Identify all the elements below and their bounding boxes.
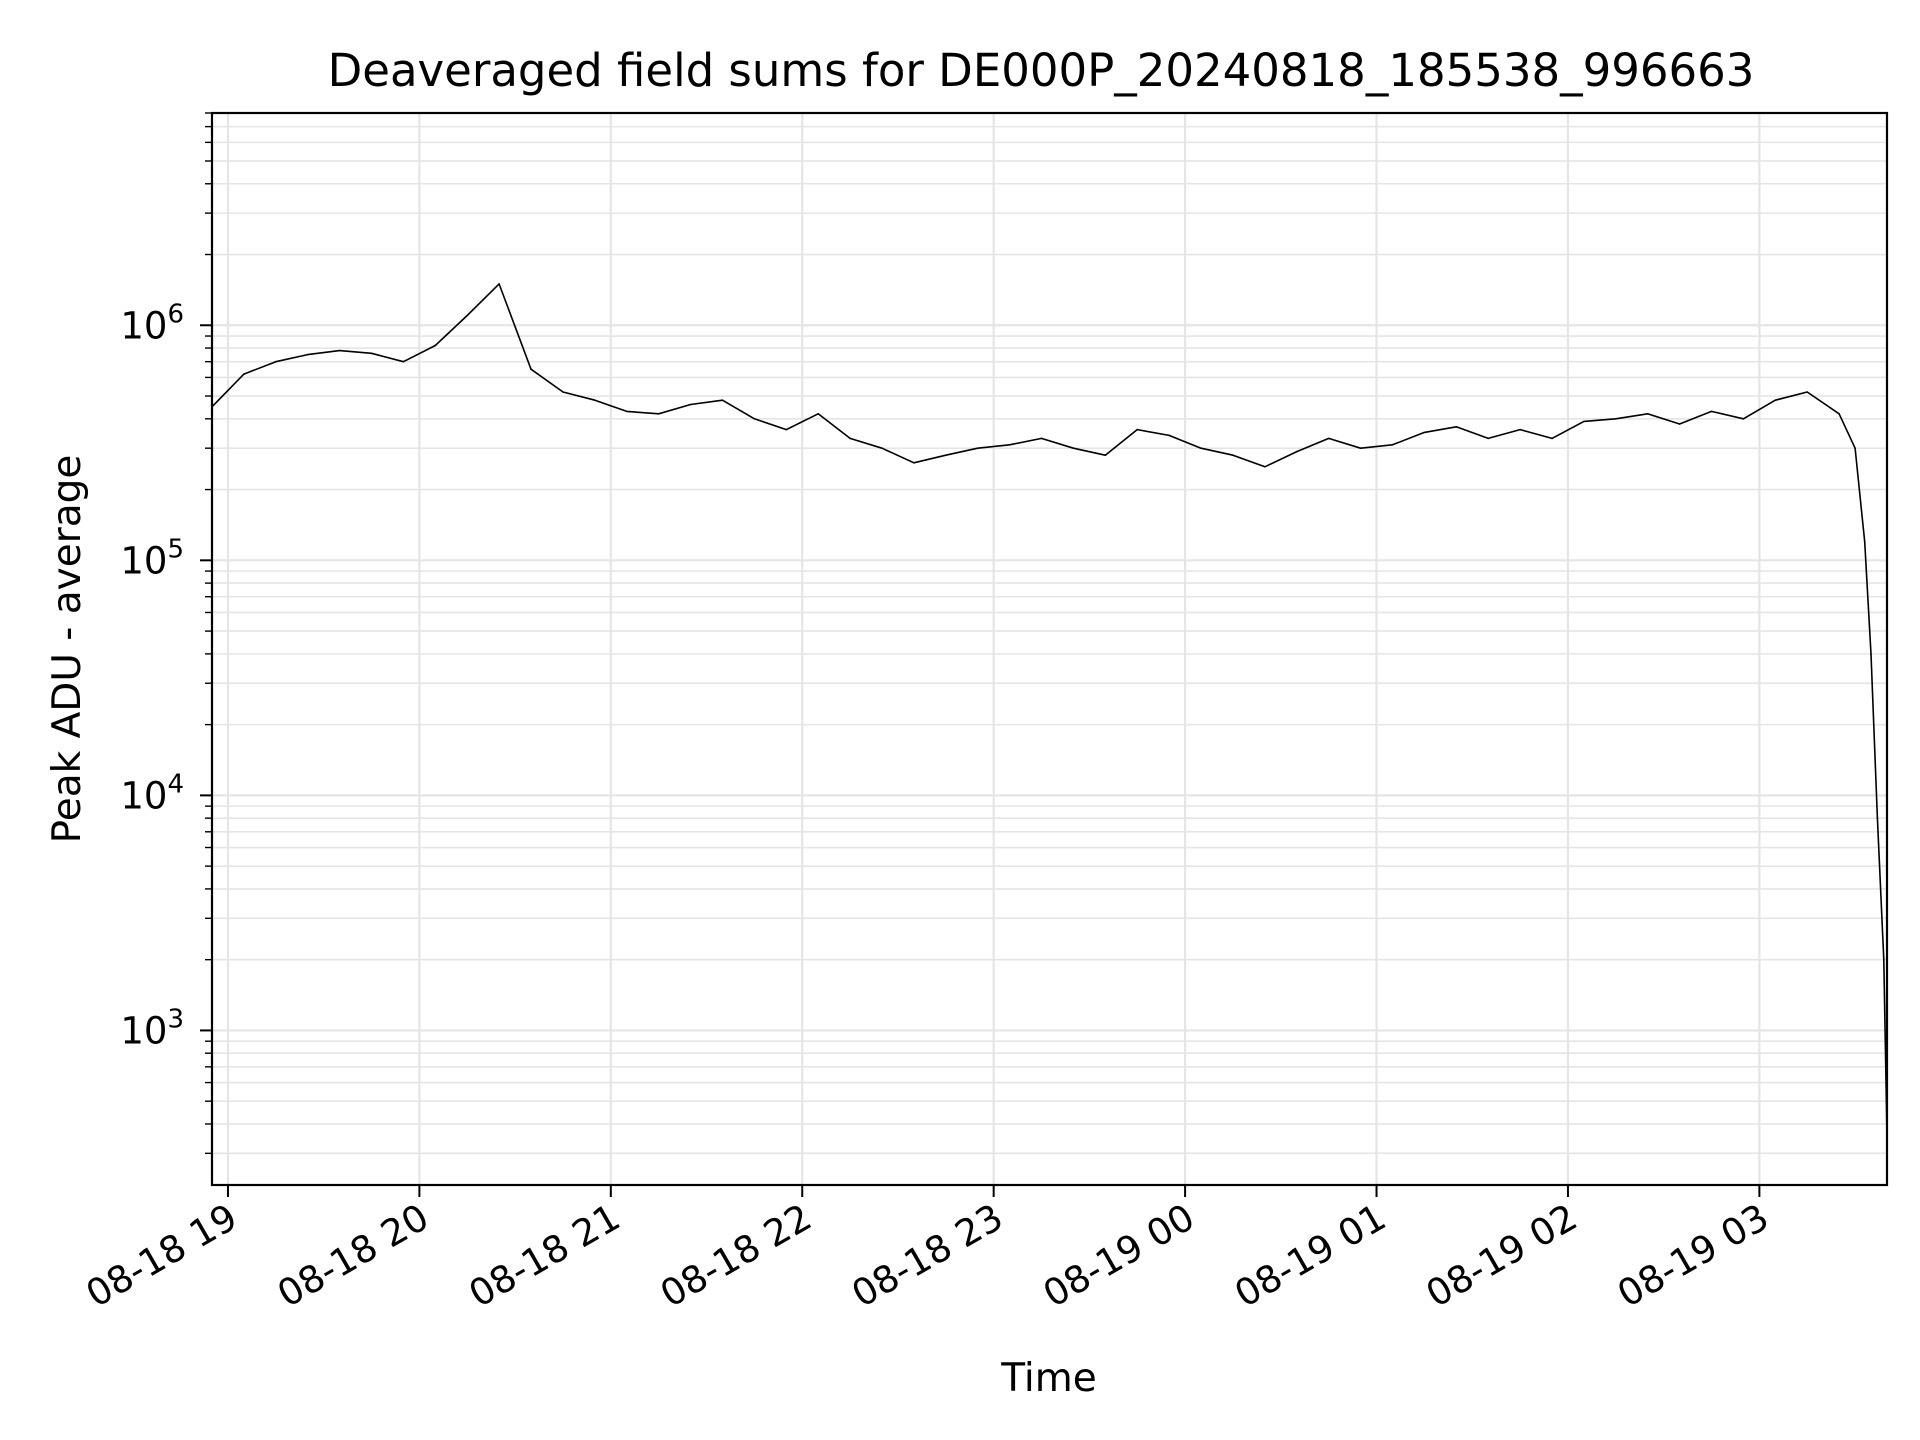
data-point <box>721 399 724 402</box>
data-point <box>594 399 596 402</box>
data-point <box>1455 426 1458 428</box>
data-point <box>1742 418 1745 420</box>
data-point <box>338 349 341 352</box>
data-point <box>1359 447 1362 450</box>
y-tick-label: 104 <box>120 769 184 817</box>
data-point <box>1854 447 1856 450</box>
data-point <box>1391 444 1394 446</box>
data-point <box>1870 653 1872 655</box>
y-tick-label: 103 <box>120 1004 184 1052</box>
data-point <box>434 344 437 347</box>
data-point <box>1264 466 1266 468</box>
data-point <box>913 462 915 464</box>
series-line <box>212 283 1887 1138</box>
y-tick-label: 106 <box>120 299 184 347</box>
data-point <box>1774 399 1777 402</box>
data-point <box>1327 437 1330 440</box>
data-point <box>1072 447 1075 450</box>
data-point <box>1678 423 1681 425</box>
data-point <box>466 314 469 317</box>
data-point <box>1646 413 1649 415</box>
grid <box>212 112 1887 1185</box>
data-point <box>881 447 883 450</box>
data-point <box>1519 428 1521 431</box>
data-point <box>1863 540 1866 543</box>
data-point <box>1168 434 1170 437</box>
data-point <box>530 368 532 371</box>
data-point <box>275 360 277 363</box>
data-point <box>1423 431 1426 434</box>
data-point <box>626 410 628 413</box>
data-point <box>1232 454 1234 457</box>
data-point <box>1008 444 1011 446</box>
data-point <box>1615 418 1617 420</box>
data-point <box>753 418 756 420</box>
data-point <box>243 373 245 375</box>
data-point <box>1806 391 1808 393</box>
data-point <box>945 454 947 457</box>
data-point <box>1040 437 1043 440</box>
y-axis: 103 104 105 106 <box>120 112 212 1155</box>
data-point <box>1551 437 1553 440</box>
x-axis-label: Time <box>1000 1356 1096 1401</box>
data-point <box>689 403 692 406</box>
data-point <box>849 437 851 440</box>
data-point <box>402 360 405 363</box>
data-point <box>370 352 373 355</box>
data-point <box>976 447 979 450</box>
data-point <box>1838 413 1840 415</box>
y-tick-label: 105 <box>120 534 184 582</box>
data-point <box>306 353 309 356</box>
plot-area <box>212 283 1887 1139</box>
data-point <box>1710 410 1713 413</box>
data-point <box>1136 428 1138 431</box>
data-point <box>1876 817 1879 819</box>
data-point <box>1487 437 1489 440</box>
chart-title: Deaveraged field sums for DE000P_2024081… <box>328 44 1755 97</box>
data-point <box>1104 454 1107 457</box>
plot-frame <box>210 111 1889 1187</box>
data-point <box>1883 958 1885 961</box>
data-point <box>817 413 819 415</box>
data-point <box>1296 450 1298 453</box>
data-point <box>562 391 564 393</box>
data-point <box>498 283 500 285</box>
data-point <box>1583 420 1585 423</box>
y-axis-label: Peak ADU - average <box>45 455 90 844</box>
data-point <box>657 413 660 415</box>
data-point <box>1200 447 1202 450</box>
data-point <box>785 428 788 431</box>
